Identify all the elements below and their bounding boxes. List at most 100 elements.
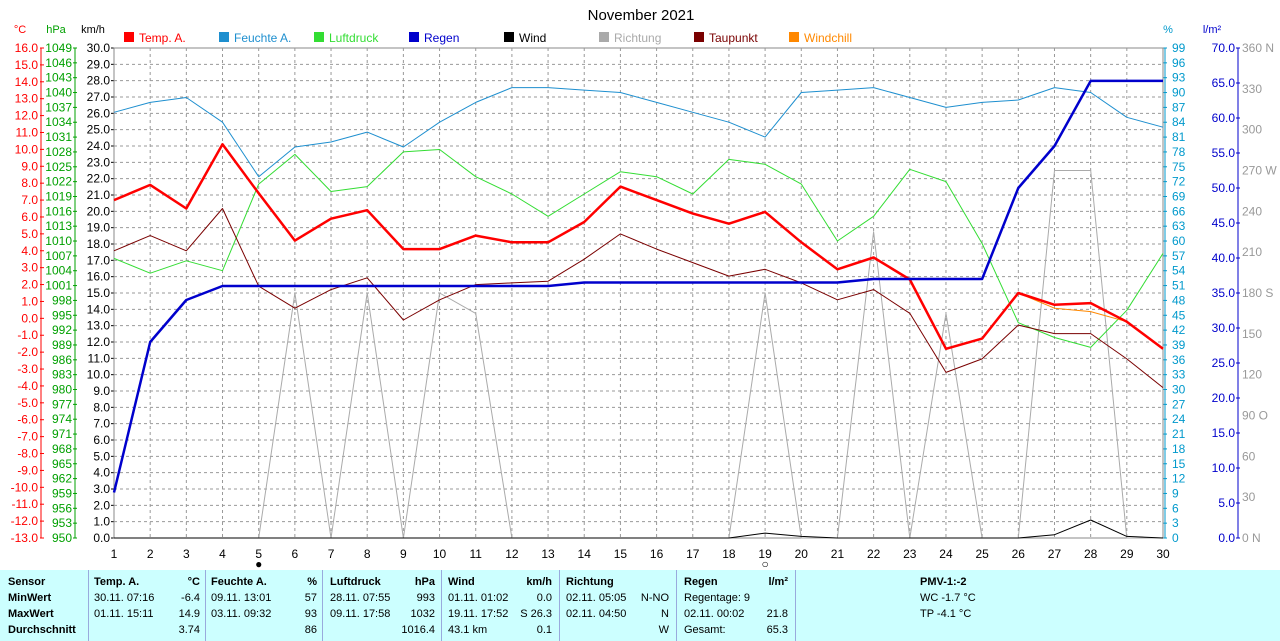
legend-group: Temp. A. Feuchte A. Luftdruck Regen Wind Rich… [124,31,852,45]
y-tick-label-humidity: 12 [1172,472,1186,486]
y-tick-label-wind: 12.0 [87,335,111,349]
temp-title: Temp. A. [94,576,140,588]
y-tick-label-wind: 9.0 [93,384,110,398]
y-tick-label-humidity: 6 [1172,501,1179,515]
y-tick-label-temp: -7.0 [17,430,38,444]
axis-unit-wind: km/h [81,24,105,36]
legend-label: Luftdruck [329,31,379,45]
y-tick-label-rain: 5.0 [1218,496,1235,510]
series-line-richtung [114,170,1163,539]
y-tick-label-humidity: 15 [1172,457,1186,471]
x-tick-label: 11 [469,547,482,561]
y-tick-label-rain: 10.0 [1212,461,1236,475]
pmv-tp: TP -4.1 °C [920,608,972,620]
y-tick-label-wind: 5.0 [93,449,110,463]
row-label-min: MinWert [8,592,52,604]
y-tick-label-direction: 360 N [1242,41,1274,55]
y-tick-label-temp: 1.0 [21,294,38,308]
y-tick-label-temp: -9.0 [17,463,38,477]
y-tick-label-humidity: 33 [1172,368,1186,382]
rain-unit: l/m² [768,576,788,588]
axis-unit-temp: °C [14,24,26,36]
direction-column: Richtung 02.11. 05:05 N-NO 02.11. 04:50 … [566,570,669,641]
rain-max-date: 02.11. 00:02 [684,608,745,620]
wind-title: Wind [448,576,475,588]
y-tick-label-humidity: 60 [1172,234,1186,248]
y-tick-label-wind: 13.0 [87,319,111,333]
y-tick-label-direction: 30 [1242,490,1256,504]
hum-min-date: 09.11. 13:01 [211,592,272,604]
x-tick-label: 12 [505,547,519,561]
x-tick-label: 20 [795,547,809,561]
y-tick-label-temp: -5.0 [17,396,38,410]
y-tick-label-temp: 0.0 [21,311,38,325]
pmv-wc: WC -1.7 °C [920,592,976,604]
y-tick-label-direction: 240 [1242,204,1262,218]
y-tick-label-wind: 3.0 [93,482,110,496]
divider [676,570,677,641]
y-tick-label-wind: 10.0 [87,368,111,382]
y-tick-label-pressure: 968 [52,442,72,456]
humidity-column: Feuchte A. % 09.11. 13:01 57 03.11. 09:3… [211,570,317,641]
y-tick-label-pressure: 974 [52,412,72,426]
y-tick-label-rain: 35.0 [1212,286,1236,300]
y-tick-label-wind: 23.0 [87,155,111,169]
y-tick-label-rain: 15.0 [1212,426,1236,440]
wind-column: Wind km/h 01.11. 01:02 0.0 19.11. 17:52 … [448,570,552,641]
y-tick-label-pressure: 1028 [45,145,72,159]
y-tick-label-pressure: 965 [52,457,72,471]
y-tick-label-temp: 7.0 [21,193,38,207]
y-tick-label-temp: 3.0 [21,261,38,275]
temp-avg: 3.74 [178,624,200,636]
x-tick-label: 14 [578,547,592,561]
row-label-sensor: Sensor [8,576,46,588]
y-tick-label-pressure: 1016 [45,204,72,218]
rain-total-label: Gesamt: [684,624,726,636]
y-tick-label-humidity: 18 [1172,442,1186,456]
hum-avg: 86 [304,624,317,636]
y-tick-label-pressure: 1007 [45,249,72,263]
y-tick-label-wind: 30.0 [87,41,111,55]
legend-label: Feuchte A. [234,31,291,45]
dir-min: N-NO [640,592,669,604]
y-tick-label-rain: 70.0 [1212,41,1236,55]
y-tick-label-pressure: 1004 [45,264,72,278]
y-tick-label-temp: 2.0 [21,278,38,292]
y-tick-label-pressure: 1040 [45,86,72,100]
y-tick-label-wind: 19.0 [87,221,111,235]
chart-title: November 2021 [588,7,695,24]
y-tick-label-temp: 13.0 [15,92,39,106]
y-tick-label-humidity: 81 [1172,130,1186,144]
legend-label: Temp. A. [139,31,186,45]
x-tick-label: 27 [1048,547,1062,561]
y-tick-label-humidity: 27 [1172,397,1186,411]
hum-max: 93 [304,608,317,620]
y-tick-label-wind: 16.0 [87,270,111,284]
y-tick-label-direction: 150 [1242,327,1262,341]
y-tick-label-direction: 270 W [1242,164,1277,178]
y-tick-label-pressure: 992 [52,323,72,337]
legend-label: Taupunkt [709,31,758,45]
series-line-wind [114,519,1164,539]
y-tick-label-temp: -11.0 [12,497,39,511]
y-tick-label-direction: 60 [1242,449,1256,463]
hum-unit: % [307,576,317,588]
y-tick-label-wind: 27.0 [87,90,111,104]
wind-min: 0.0 [536,592,552,604]
y-tick-label-wind: 15.0 [87,286,111,300]
y-tick-label-pressure: 986 [52,353,72,367]
hum-max-date: 03.11. 09:32 [211,608,272,620]
y-tick-label-wind: 28.0 [87,74,111,88]
y-tick-label-humidity: 48 [1172,293,1186,307]
y-tick-label-temp: -8.0 [17,447,38,461]
divider [441,570,442,641]
y-tick-label-humidity: 3 [1172,516,1179,530]
wind-max: S 26.3 [520,608,552,620]
x-tick-label: 18 [722,547,736,561]
y-tick-label-direction: 120 [1242,368,1262,382]
x-tick-label: 10 [433,547,447,561]
x-tick-label: 16 [650,547,664,561]
y-tick-label-pressure: 1013 [45,219,72,233]
y-tick-label-wind: 8.0 [93,400,110,414]
x-tick-label: 25 [975,547,989,561]
